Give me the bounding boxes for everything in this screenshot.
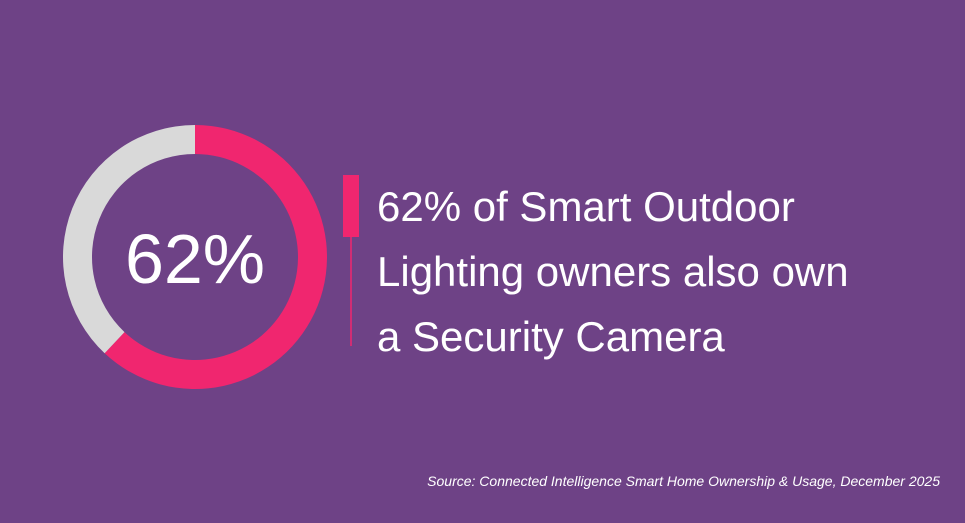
accent-bar	[343, 175, 359, 237]
donut	[63, 125, 328, 389]
headline-line: Lighting owners also own	[377, 248, 849, 295]
headline-line: a Security Camera	[377, 313, 725, 360]
source-note: Source: Connected Intelligence Smart Hom…	[427, 473, 940, 489]
donut-segment	[104, 125, 328, 389]
headline-line: 62% of Smart Outdoor	[377, 183, 795, 230]
center-label: 62%	[125, 220, 265, 298]
donut-segment	[63, 125, 195, 354]
